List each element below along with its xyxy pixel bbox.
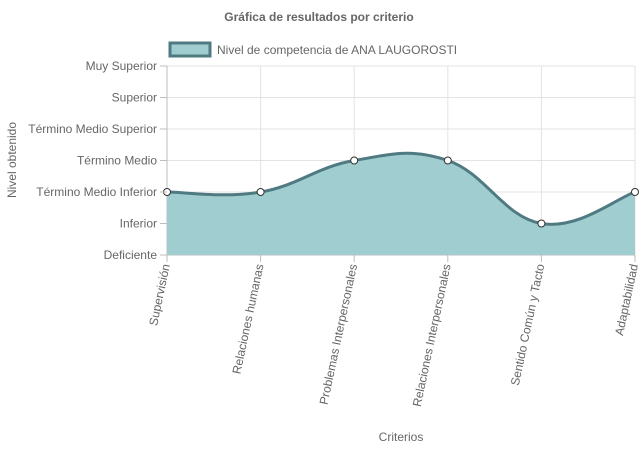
y-tick-label: Muy Superior [86,59,157,73]
chart-title: Gráfica de resultados por criterio [224,10,413,24]
y-tick-label: Término Medio Superior [28,122,157,136]
y-tick-label: Inferior [120,217,157,231]
x-tick-label: Problemas Interpersonales [317,263,361,406]
data-point[interactable] [443,156,452,165]
y-tick-label: Superior [112,91,157,105]
legend-label: Nivel de competencia de ANA LAUGOROSTI [217,43,457,57]
legend-swatch [168,41,212,58]
y-tick-label: Término Medio Inferior [36,185,157,199]
data-point[interactable] [256,188,265,196]
legend[interactable]: Nivel de competencia de ANA LAUGOROSTI [168,41,457,58]
y-tick-label: Deficiente [104,248,158,262]
data-point[interactable] [537,219,546,228]
y-tick-label: Término Medio [77,154,157,168]
x-axis-title: Criterios [379,430,424,444]
x-axis: Supervisión Relaciones humanas Problemas I… [146,255,639,408]
data-point[interactable] [631,188,639,196]
data-point[interactable] [350,156,359,165]
x-tick-label: Relaciones Interpersonales [410,263,454,408]
x-tick-label: Relaciones humanas [230,263,267,376]
x-tick-label: Sentido Común y Tacto [508,262,548,386]
series-area [167,153,635,255]
x-tick-label: Supervisión [146,263,173,327]
plot-area [163,151,639,255]
y-axis: Deficiente Inferior Término Medio Inferior… [28,59,167,262]
x-tick-label: Adaptabilidad [612,263,639,337]
y-axis-title: Nivel obtenido [5,122,19,198]
